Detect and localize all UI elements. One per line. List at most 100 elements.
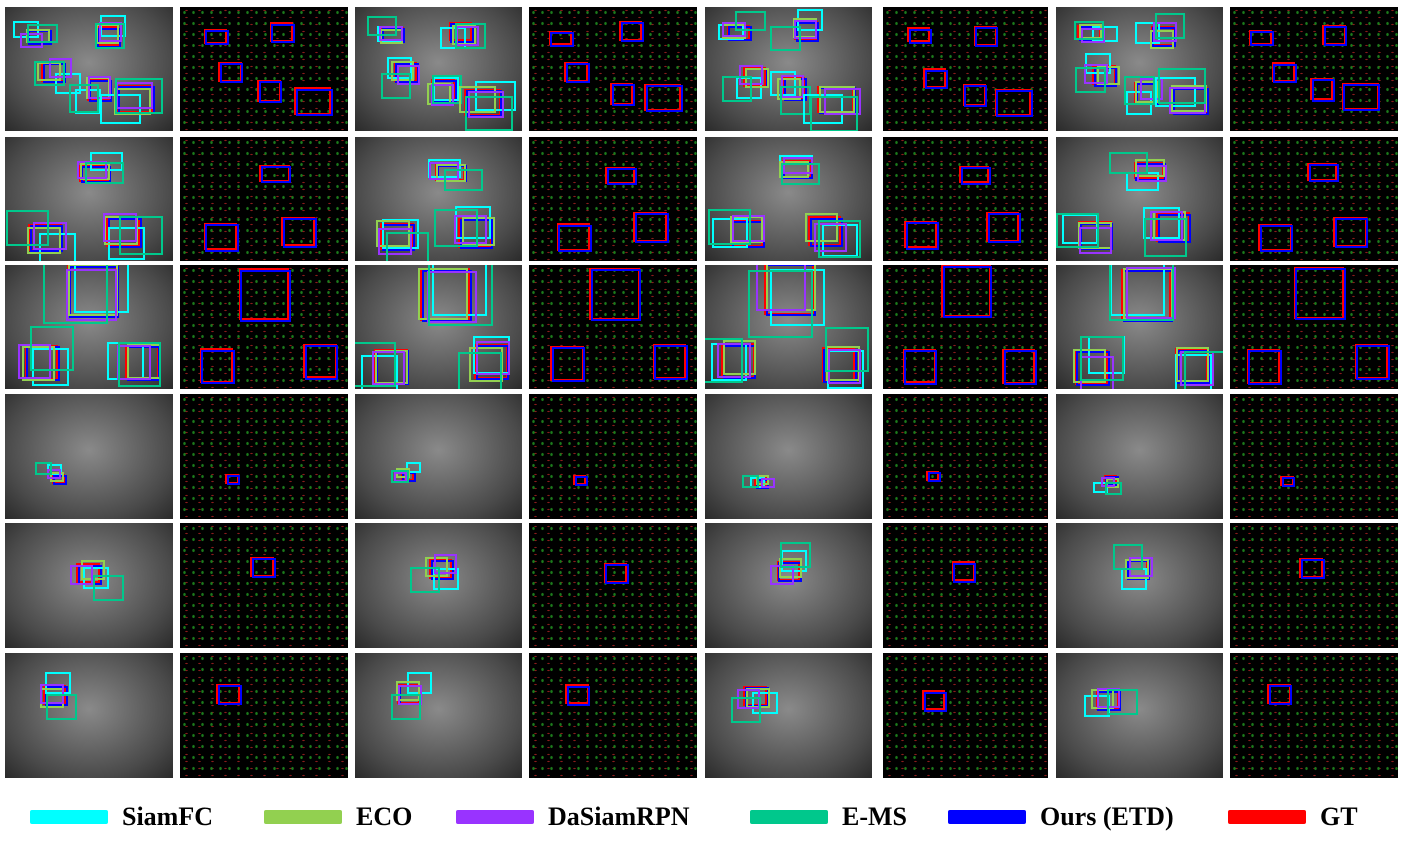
bounding-box-gt [76,563,100,584]
bounding-box-ours-etd- [421,269,473,322]
bounding-box-ours-etd- [304,344,339,380]
bounding-box-e-ms [391,469,409,483]
bounding-box-gt [216,684,240,705]
bounding-box-eco [729,215,763,244]
result-frame [1230,394,1398,519]
bounding-box-eco [1072,348,1107,384]
bounding-box-e-ms [390,693,421,720]
bounding-box-ours-etd- [795,21,820,42]
bounding-box-gt [1280,475,1294,486]
bounding-box-ours-etd- [205,224,239,252]
bounding-box-gt [1267,684,1291,705]
result-frame [705,265,872,389]
result-frame [1056,523,1223,648]
bounding-box-ours-etd- [1308,164,1339,182]
result-frame [5,653,173,778]
result-frame [529,265,697,389]
bounding-box-gt [618,20,643,41]
bounding-box-e-ms [1154,12,1185,39]
bounding-box-gt [250,557,274,578]
bounding-box-e-ms [366,16,398,36]
bounding-box-eco [459,85,497,114]
bounding-box-dasiamrpn [1126,267,1177,320]
bounding-box-ours-etd- [1273,63,1297,84]
bounding-box-ours-etd- [258,80,283,104]
bounding-box-gt [959,166,990,184]
bounding-box-gt [565,684,589,705]
bounding-box-gt [556,223,591,251]
bounding-box-e-ms [1112,544,1144,571]
bounding-box-siamfc [361,354,399,389]
bounding-box-dasiamrpn [1153,21,1177,42]
bounding-box-dasiamrpn [427,270,478,323]
legend-item-ours: Ours (ETD) [948,800,1174,834]
bounding-box-ours-etd- [611,83,636,107]
bounding-box-ours-etd- [964,85,988,108]
result-frame [1230,653,1398,778]
bounding-box-gt [941,265,991,318]
bounding-box-gt [203,29,228,45]
bounding-box-siamfc [39,233,77,261]
bounding-box-gt [464,88,501,116]
bounding-box-gt [605,166,636,184]
bounding-box-e-ms [1080,335,1124,381]
legend-label: E-MS [842,802,907,831]
bounding-box-gt [1246,348,1281,384]
bounding-box-gt [994,88,1031,117]
bounding-box-ours-etd- [654,345,688,380]
bounding-box-ours-etd- [927,472,941,483]
bounding-box-e-ms [26,23,58,43]
bounding-box-eco [68,265,119,316]
bounding-box-ours-etd- [97,27,121,48]
bounding-box-siamfc [769,269,825,327]
bounding-box-ours-etd- [1343,84,1381,112]
bounding-box-e-ms [1108,151,1149,175]
bounding-box-e-ms [1075,67,1106,94]
bounding-box-e-ms [458,352,502,389]
legend: SiamFC ECO DaSiamRPN E-MS Ours (ETD) GT [0,800,1404,834]
bounding-box-ours-etd- [987,213,1021,243]
tracking-results-grid [5,7,1398,778]
bounding-box-eco [435,164,466,182]
bounding-box-siamfc [752,691,779,714]
bounding-box-e-ms [42,265,109,325]
bounding-box-dasiamrpn [371,350,405,386]
bounding-box-dasiamrpn [378,228,412,256]
bounding-box-gt [257,79,281,102]
bounding-box-ours-etd- [953,562,977,583]
result-frame [883,394,1048,519]
bounding-box-ours-etd- [606,167,638,186]
result-frame [180,653,348,778]
bounding-box-ours-etd- [395,62,419,83]
result-frame [705,653,872,778]
bounding-box-eco [79,163,111,181]
result-frame [1056,7,1223,131]
bounding-box-gt [1074,349,1108,385]
legend-item-dasiamrpn: DaSiamRPN [456,800,690,834]
bounding-box-ours-etd- [295,88,333,116]
bounding-box-ours-etd- [566,62,590,83]
result-frame [1056,394,1223,519]
bounding-box-ours-etd- [1259,225,1294,253]
bounding-box-ours-etd- [1334,218,1369,248]
legend-swatch [1228,810,1306,824]
bounding-box-gt [973,25,997,46]
bounding-box-eco [1170,85,1208,113]
bounding-box-e-ms [780,86,811,116]
bounding-box-e-ms [770,25,801,52]
result-frame [529,137,697,261]
bounding-box-ours-etd- [283,217,317,248]
bounding-box-gt [1271,62,1296,83]
bounding-box-gt [652,343,687,379]
bounding-box-gt [923,68,947,89]
result-frame [355,523,522,648]
bounding-box-gt [380,222,414,251]
legend-label: ECO [356,802,413,831]
result-frame [355,137,522,261]
bounding-box-ours-etd- [1268,685,1293,706]
bounding-box-eco [1175,346,1210,382]
bounding-box-gt [1341,82,1379,111]
bounding-box-e-ms [1109,265,1175,322]
bounding-box-eco [745,68,769,88]
bounding-box-gt [1309,78,1334,101]
